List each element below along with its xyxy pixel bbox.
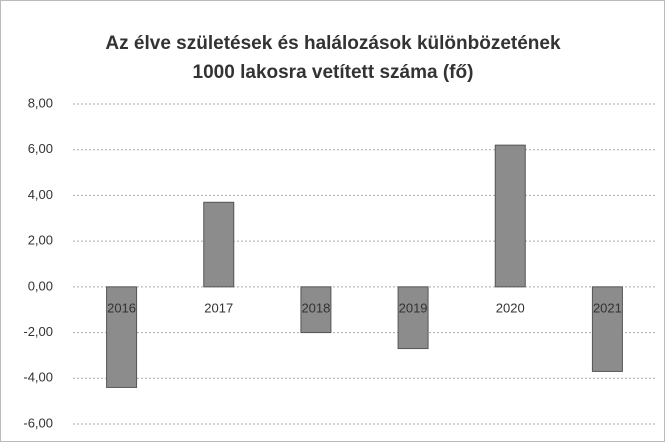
x-tick-label: 2017 <box>204 300 233 315</box>
x-tick-label: 2019 <box>399 300 428 315</box>
bar <box>494 144 526 288</box>
y-tick-label: 2,00 <box>28 233 53 248</box>
bar <box>203 201 235 288</box>
bar <box>591 286 623 372</box>
y-tick-label: 4,00 <box>28 187 53 202</box>
bar <box>397 286 429 350</box>
x-tick-label: 2020 <box>496 300 525 315</box>
x-tick-label: 2018 <box>301 300 330 315</box>
x-tick-label: 2016 <box>107 300 136 315</box>
y-tick-label: 6,00 <box>28 141 53 156</box>
x-tick-label: 2021 <box>593 300 622 315</box>
bar <box>300 286 332 334</box>
y-tick-label: -6,00 <box>23 415 53 430</box>
y-tick-label: -4,00 <box>23 370 53 385</box>
y-tick-label: 8,00 <box>28 95 53 110</box>
chart-title: Az élve születések és halálozások különb… <box>105 33 561 83</box>
y-tick-label: 0,00 <box>28 278 53 293</box>
bar <box>106 286 138 388</box>
y-tick-label: -2,00 <box>23 324 53 339</box>
